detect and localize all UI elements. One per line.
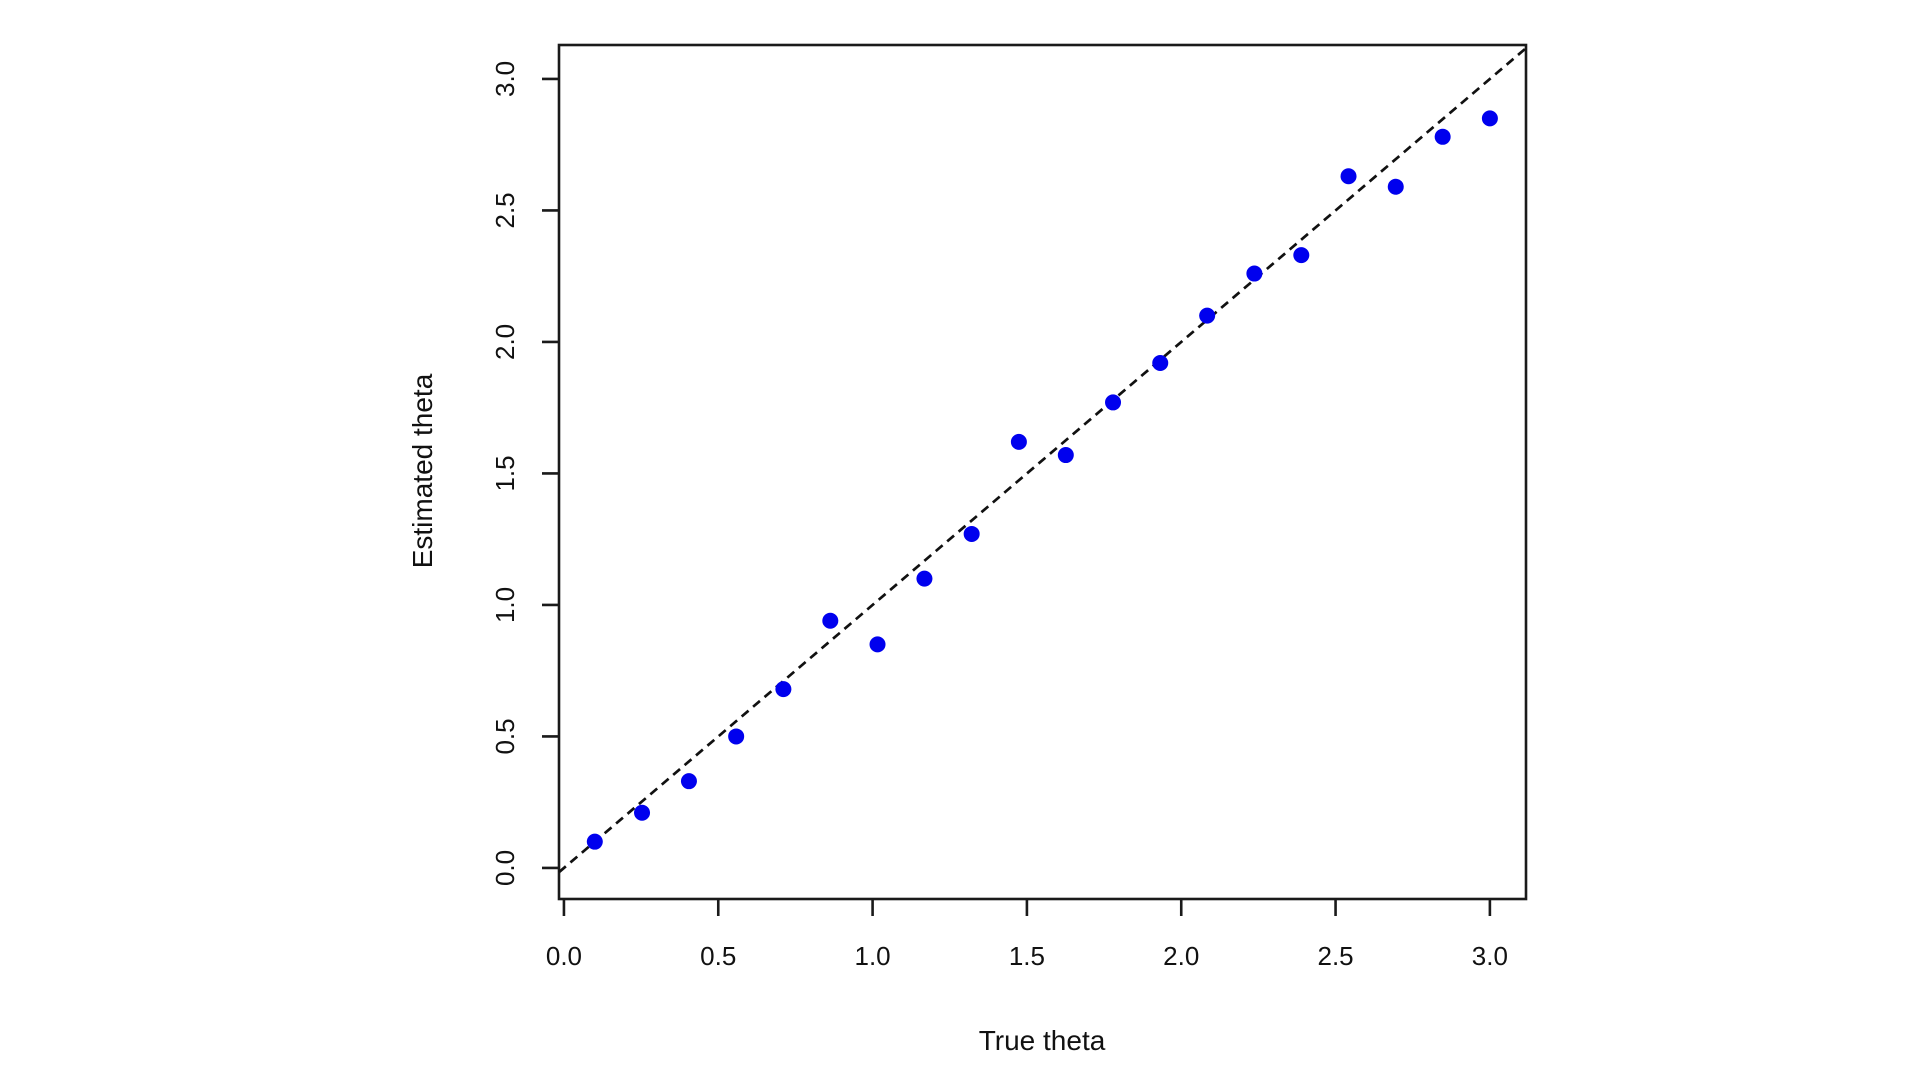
y-tick-label: 0.5 (490, 718, 520, 754)
y-tick-label: 1.5 (490, 455, 520, 491)
plot-box (557, 43, 1528, 901)
data-point (1340, 168, 1357, 185)
data-point (775, 681, 792, 698)
x-tick-label: 0.0 (546, 941, 582, 971)
data-point (1105, 394, 1122, 411)
data-point (1434, 128, 1451, 145)
data-point (728, 728, 745, 745)
x-tick-label: 0.5 (700, 941, 736, 971)
data-point (963, 525, 980, 542)
identity-line (558, 47, 1527, 874)
y-tick-label: 2.5 (490, 192, 520, 228)
y-tick-label: 0.0 (490, 850, 520, 886)
data-point (586, 833, 603, 850)
y-tick-label: 1.0 (490, 587, 520, 623)
data-point (1387, 178, 1404, 195)
y-axis-title: Estimated theta (407, 373, 438, 568)
x-tick-label: 2.5 (1317, 941, 1353, 971)
data-point (869, 636, 886, 653)
data-point (916, 570, 933, 587)
data-point (680, 773, 697, 790)
x-tick-label: 1.0 (855, 941, 891, 971)
x-tick-label: 3.0 (1472, 941, 1508, 971)
y-tick-label: 3.0 (490, 61, 520, 97)
data-point (1057, 447, 1074, 464)
data-point (1199, 307, 1216, 324)
data-point (822, 612, 839, 629)
x-tick-label: 1.5 (1009, 941, 1045, 971)
x-tick-label: 2.0 (1163, 941, 1199, 971)
data-point (1481, 110, 1498, 127)
data-point (1246, 265, 1263, 282)
data-point (1293, 247, 1310, 264)
y-tick-label: 2.0 (490, 324, 520, 360)
x-axis-title: True theta (979, 1025, 1106, 1056)
data-point (634, 804, 651, 821)
data-point (1010, 433, 1027, 450)
data-point (1152, 354, 1169, 371)
